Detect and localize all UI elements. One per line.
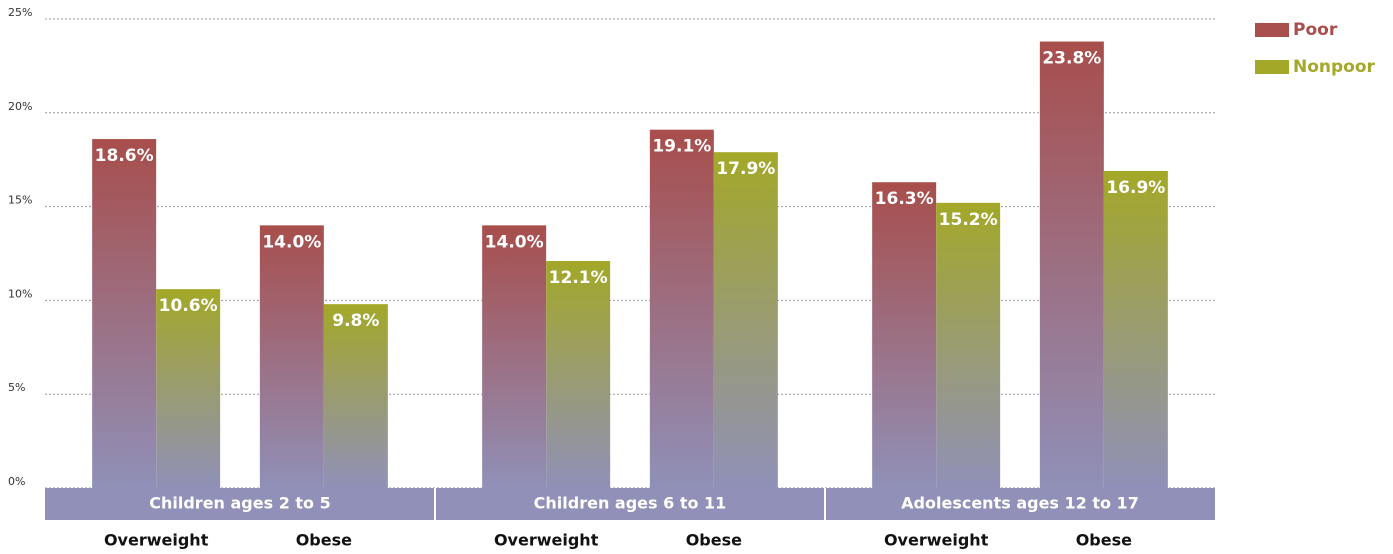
bar	[546, 261, 611, 488]
value-label: 17.9%	[716, 159, 775, 179]
x-tick-label: Overweight	[494, 531, 599, 550]
bar	[1103, 170, 1168, 488]
value-label: 14.0%	[485, 232, 544, 252]
group-label: Children ages 6 to 11	[534, 494, 727, 513]
value-label: 16.3%	[875, 189, 934, 209]
y-tick-label: 10%	[8, 287, 32, 300]
y-tick-label: 20%	[8, 100, 32, 113]
x-tick-label: Overweight	[104, 531, 209, 550]
bar	[1039, 41, 1104, 489]
bar	[649, 129, 714, 488]
x-tick-label: Obese	[1076, 531, 1132, 550]
y-tick-label: 15%	[8, 194, 32, 207]
y-tick-label: 5%	[8, 381, 25, 394]
bar	[482, 225, 547, 489]
bar	[936, 202, 1001, 488]
bar	[323, 304, 388, 488]
value-label: 18.6%	[95, 146, 154, 166]
bar	[156, 289, 221, 488]
legend-label: Nonpoor	[1293, 57, 1376, 77]
legend-swatch	[1255, 23, 1289, 37]
bar	[713, 152, 778, 489]
x-tick-label: Overweight	[884, 531, 989, 550]
bar	[92, 139, 157, 488]
legend-swatch	[1255, 60, 1289, 74]
value-label: 15.2%	[939, 210, 998, 230]
value-label: 23.8%	[1042, 49, 1101, 69]
group-label: Children ages 2 to 5	[149, 494, 331, 513]
x-tick-label: Obese	[686, 531, 742, 550]
value-label: 16.9%	[1106, 178, 1165, 198]
legend-label: Poor	[1293, 20, 1338, 40]
value-label: 9.8%	[332, 311, 379, 331]
bar	[872, 182, 937, 488]
group-label: Adolescents ages 12 to 17	[901, 494, 1139, 513]
value-label: 10.6%	[159, 296, 218, 316]
bar	[259, 225, 324, 489]
y-tick-label: 0%	[8, 475, 25, 488]
value-label: 19.1%	[652, 137, 711, 157]
value-label: 12.1%	[549, 268, 608, 288]
value-label: 14.0%	[262, 232, 321, 252]
y-tick-label: 25%	[8, 6, 32, 19]
group-band	[45, 488, 1215, 520]
x-tick-label: Obese	[296, 531, 352, 550]
